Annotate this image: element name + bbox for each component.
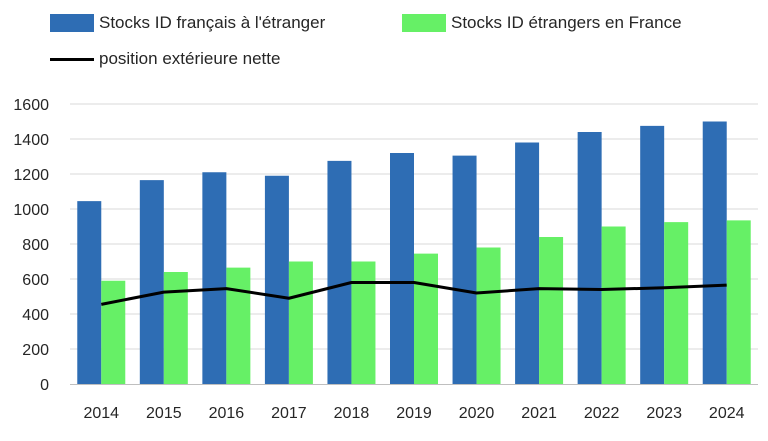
legend-item-series2: Stocks ID étrangers en France xyxy=(402,13,682,33)
bar-stocks-foreign-in-france xyxy=(664,222,689,384)
bar-stocks-foreign-in-france xyxy=(414,253,438,384)
x-tick-label: 2022 xyxy=(584,405,620,422)
x-tick-label: 2018 xyxy=(334,405,370,422)
x-tick-label: 2021 xyxy=(521,405,557,422)
bar-stocks-foreign-in-france xyxy=(163,272,188,384)
legend-swatch-series1 xyxy=(50,14,94,32)
bar-stocks-fr-abroad xyxy=(264,175,289,384)
bar-stocks-fr-abroad xyxy=(640,125,665,384)
legend-swatch-series2 xyxy=(402,14,446,32)
bar-stocks-foreign-in-france xyxy=(476,247,501,384)
y-tick-label: 1000 xyxy=(13,202,49,219)
x-tick-label: 2023 xyxy=(646,405,682,422)
x-tick-label: 2016 xyxy=(209,405,245,422)
bar-stocks-foreign-in-france xyxy=(101,280,126,384)
y-axis: 0 200 400 600 800 1000 1200 1400 1600 xyxy=(13,97,49,394)
x-tick-label: 2014 xyxy=(83,405,119,422)
legend-label-series1: Stocks ID français à l'étranger xyxy=(99,13,326,32)
x-axis: 2014 2015 2016 2017 2018 2019 2020 2021 2022 2023… xyxy=(83,405,744,422)
bar-stocks-fr-abroad xyxy=(139,180,164,384)
legend-swatch-series3 xyxy=(50,57,94,61)
legend-item-series3: position extérieure nette xyxy=(50,49,280,69)
y-tick-label: 600 xyxy=(22,272,49,289)
bar-stocks-foreign-in-france xyxy=(539,237,564,384)
bar-stocks-fr-abroad xyxy=(452,155,477,384)
y-tick-label: 400 xyxy=(22,307,49,324)
bar-stocks-fr-abroad xyxy=(702,121,727,384)
legend-item-series1: Stocks ID français à l'étranger xyxy=(50,13,325,33)
bar-stocks-fr-abroad xyxy=(515,142,540,384)
y-tick-label: 1600 xyxy=(13,97,49,114)
legend-label-series2: Stocks ID étrangers en France xyxy=(451,13,682,32)
bar-stocks-fr-abroad xyxy=(577,132,602,384)
bar-stocks-fr-abroad xyxy=(390,153,414,384)
bar-stocks-foreign-in-france xyxy=(726,220,751,384)
bars xyxy=(77,121,751,384)
bar-stocks-fr-abroad xyxy=(77,201,102,384)
bar-stocks-foreign-in-france xyxy=(601,226,626,384)
net-position-line xyxy=(100,281,727,306)
x-tick-label: 2017 xyxy=(271,405,307,422)
y-tick-label: 1400 xyxy=(13,132,49,149)
y-tick-label: 0 xyxy=(40,377,49,394)
bar-stocks-foreign-in-france xyxy=(351,261,376,384)
x-tick-label: 2019 xyxy=(396,405,432,422)
line-net-external-position xyxy=(100,281,727,306)
x-tick-label: 2015 xyxy=(146,405,182,422)
y-tick-label: 200 xyxy=(22,342,49,359)
bar-stocks-fr-abroad xyxy=(202,172,227,384)
y-tick-label: 1200 xyxy=(13,167,49,184)
x-tick-label: 2024 xyxy=(709,405,745,422)
bar-stocks-foreign-in-france xyxy=(288,261,313,384)
y-tick-label: 800 xyxy=(22,237,49,254)
x-tick-label: 2020 xyxy=(459,405,495,422)
bar-stocks-fr-abroad xyxy=(327,160,352,384)
legend-label-series3: position extérieure nette xyxy=(99,49,281,68)
bar-stocks-foreign-in-france xyxy=(226,267,251,384)
